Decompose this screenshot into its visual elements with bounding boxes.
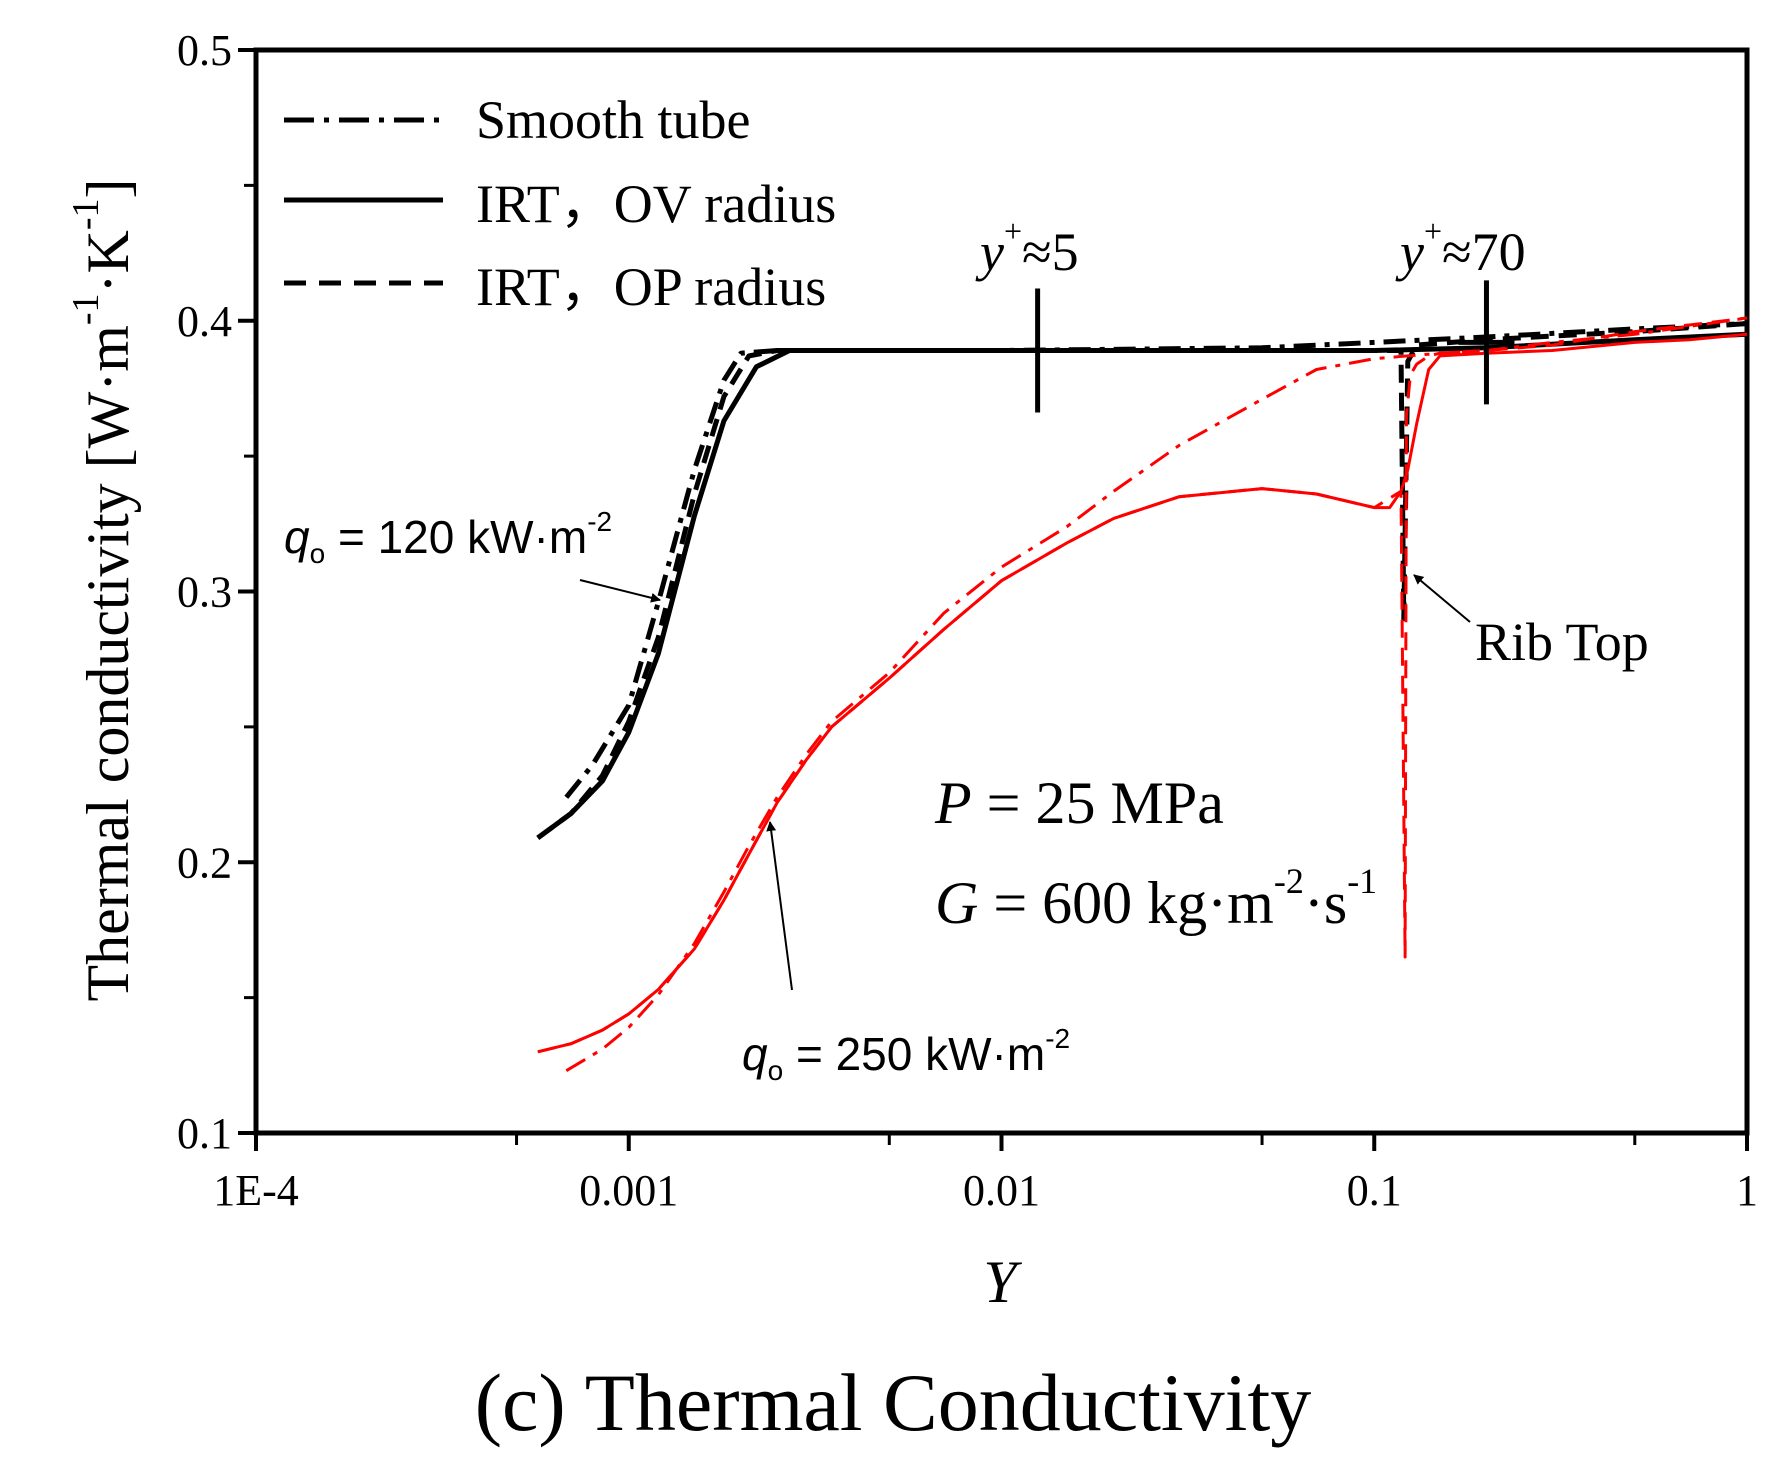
y-tick-label: 0.5 [177,26,232,75]
annotation-q120: qo = 120 kW·m-2 [284,506,612,569]
series-line-q120-dashdot [564,321,1748,799]
x-axis-title: Y [983,1249,1022,1315]
series-line-q120-solid [536,331,1748,840]
legend-label-smooth-tube: Smooth tube [476,90,751,150]
arrow-q250 [766,821,793,991]
y-tick-label: 0.3 [177,568,232,617]
y-tick-label: 0.2 [177,838,232,887]
legend: Smooth tube IRT，OV radius IRT，OP radius [284,90,836,317]
figure-caption: (c) Thermal Conductivity [475,1357,1312,1448]
x-tick-label: 1E-4 [213,1166,299,1215]
legend-label-ov-radius: IRT，OV radius [476,174,836,234]
marker-layer [1009,280,1515,413]
annotation-rib-top: Rib Top [1475,612,1649,672]
series-line-q120-dashed [536,321,1748,840]
x-tick-label: 1 [1736,1166,1758,1215]
annotation-mass-flux: G = 600 kg·m-2·s-1 [935,861,1377,936]
series-line-q250-solid [537,332,1748,1054]
marker-label-yplus-5: y+≈5 [975,213,1079,282]
x-tick-label: 0.1 [1347,1166,1402,1215]
y-axis-title: Thermal conductivity [W·m-1·K-1] [65,178,141,1001]
series-line-q250-dashdot [565,316,1748,1072]
y-axis: 0.1 0.2 0.3 0.4 0.5 [177,26,256,1158]
x-tick-label: 0.001 [579,1166,678,1215]
series-layer [536,316,1748,1072]
arrow-rib-top [1413,574,1471,623]
arrow-q120 [579,579,661,603]
annotation-q250: qo = 250 kW·m-2 [742,1023,1070,1086]
annotation-pressure: P = 25 MPa [934,770,1224,836]
legend-label-op-radius: IRT，OP radius [476,257,826,317]
x-tick-label: 0.01 [963,1166,1040,1215]
marker-label-yplus-70: y+≈70 [1395,213,1526,282]
y-tick-label: 0.4 [177,297,232,346]
y-tick-label: 0.1 [177,1109,232,1158]
x-axis: 1E-4 0.001 0.01 0.1 1 [213,1133,1758,1215]
